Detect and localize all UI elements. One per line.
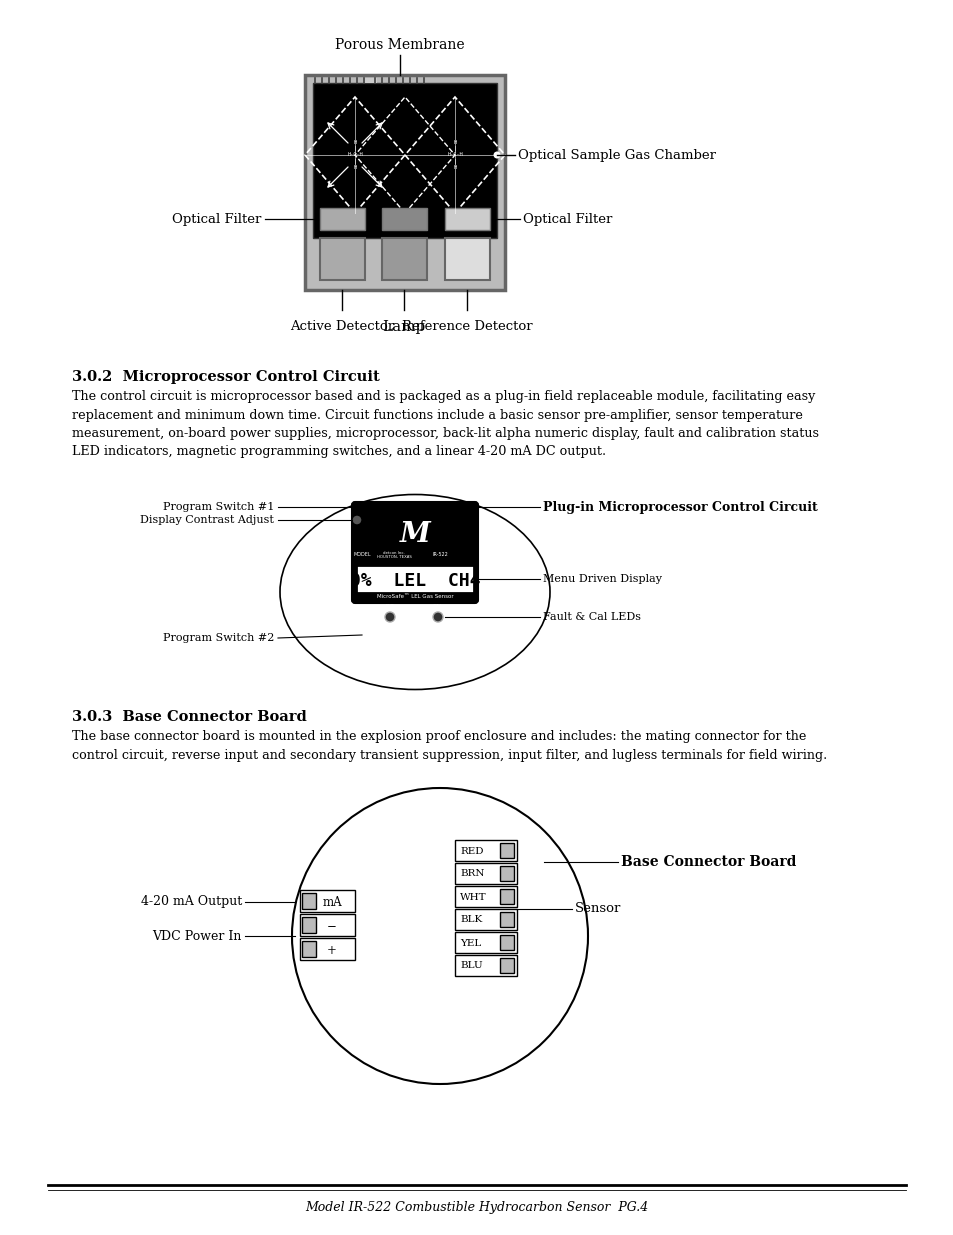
Bar (499, 958, 514, 973)
Text: +: + (327, 944, 336, 956)
Text: Program Switch #2: Program Switch #2 (162, 634, 274, 643)
Text: Optical Sample Gas Chamber: Optical Sample Gas Chamber (517, 148, 716, 162)
Text: Optical Filter: Optical Filter (172, 212, 261, 226)
Text: WHT: WHT (459, 893, 486, 902)
Text: H
|
H-C-H
|
H: H | H-C-H | H (347, 140, 362, 170)
Text: PGM: PGM (407, 625, 418, 631)
Text: The base connector board is mounted in the explosion proof enclosure and include: The base connector board is mounted in t… (71, 730, 826, 762)
Text: Fault & Cal LEDs: Fault & Cal LEDs (542, 613, 640, 622)
Bar (455, 885, 517, 906)
Bar (305, 75, 504, 290)
Text: ②: ② (418, 622, 426, 631)
Text: RED: RED (459, 846, 483, 856)
Circle shape (352, 515, 361, 525)
Text: IR-522: IR-522 (432, 552, 447, 557)
Bar (455, 955, 517, 976)
Bar (455, 863, 517, 884)
Text: Display Contrast Adjust: Display Contrast Adjust (140, 515, 274, 525)
Text: FLT: FLT (385, 604, 394, 610)
Bar (455, 840, 517, 861)
Bar (381, 238, 427, 280)
Circle shape (493, 152, 500, 158)
Bar (299, 914, 355, 936)
Text: PGM: PGM (407, 510, 418, 515)
Text: Plug-in Microprocessor Control Circuit: Plug-in Microprocessor Control Circuit (542, 500, 817, 514)
Text: MODEL: MODEL (353, 552, 371, 557)
Text: M: M (399, 521, 430, 548)
Bar (319, 238, 365, 280)
Bar (381, 207, 427, 230)
Text: VDC Power In: VDC Power In (152, 930, 242, 942)
Text: BRN: BRN (459, 869, 484, 878)
Bar (499, 911, 514, 927)
Text: Sensor: Sensor (575, 903, 620, 915)
Bar (302, 941, 315, 957)
Bar (499, 844, 514, 858)
Text: Active Detector: Active Detector (290, 320, 394, 333)
Bar (302, 918, 315, 932)
Ellipse shape (280, 494, 550, 689)
Text: BLU: BLU (459, 962, 482, 971)
Bar (355, 564, 474, 593)
Text: Program Switch #1: Program Switch #1 (162, 501, 274, 513)
Text: CAL: CAL (433, 604, 443, 610)
Text: YEL: YEL (459, 939, 480, 947)
Text: 3.0.3  Base Connector Board: 3.0.3 Base Connector Board (71, 710, 307, 724)
Circle shape (292, 788, 587, 1084)
Bar (313, 83, 497, 238)
Text: MicroSafe™ LEL Gas Sensor: MicroSafe™ LEL Gas Sensor (376, 594, 453, 599)
Bar (455, 932, 517, 953)
Text: The control circuit is microprocessor based and is packaged as a plug-in field r: The control circuit is microprocessor ba… (71, 390, 818, 458)
Bar (302, 893, 315, 909)
Text: Reference Detector: Reference Detector (401, 320, 532, 333)
Circle shape (433, 613, 442, 622)
Text: 3.0.2  Microprocessor Control Circuit: 3.0.2 Microprocessor Control Circuit (71, 370, 379, 384)
Text: H
|
H-C-H
|
H: H | H-C-H | H (447, 140, 462, 170)
Text: BLK: BLK (459, 915, 482, 925)
Text: ①: ① (418, 506, 426, 515)
Bar (299, 890, 355, 911)
Bar (499, 866, 514, 881)
Text: detcon Inc.
HOUSTON, TEXAS: detcon Inc. HOUSTON, TEXAS (376, 551, 411, 559)
Bar (455, 909, 517, 930)
Text: mA: mA (322, 895, 341, 909)
Bar (319, 207, 365, 230)
FancyBboxPatch shape (352, 501, 477, 603)
Bar (444, 238, 490, 280)
Text: 0%  LEL  CH4: 0% LEL CH4 (350, 572, 479, 590)
Text: −: − (327, 920, 336, 932)
Bar (499, 889, 514, 904)
Text: CONTRAST: CONTRAST (363, 508, 396, 513)
Bar (365, 78, 376, 83)
Text: Porous Membrane: Porous Membrane (335, 38, 464, 52)
Text: Base Connector Board: Base Connector Board (620, 855, 796, 869)
Bar (499, 935, 514, 950)
Text: 4-20 mA Output: 4-20 mA Output (141, 895, 242, 909)
Text: Menu Driven Display: Menu Driven Display (542, 574, 661, 584)
Circle shape (385, 613, 395, 622)
Text: Lamp: Lamp (382, 320, 425, 333)
Text: Optical Filter: Optical Filter (522, 212, 612, 226)
Bar (444, 207, 490, 230)
Text: Model IR-522 Combustible Hydrocarbon Sensor  PG.4: Model IR-522 Combustible Hydrocarbon Sen… (305, 1202, 648, 1214)
Bar (299, 939, 355, 960)
